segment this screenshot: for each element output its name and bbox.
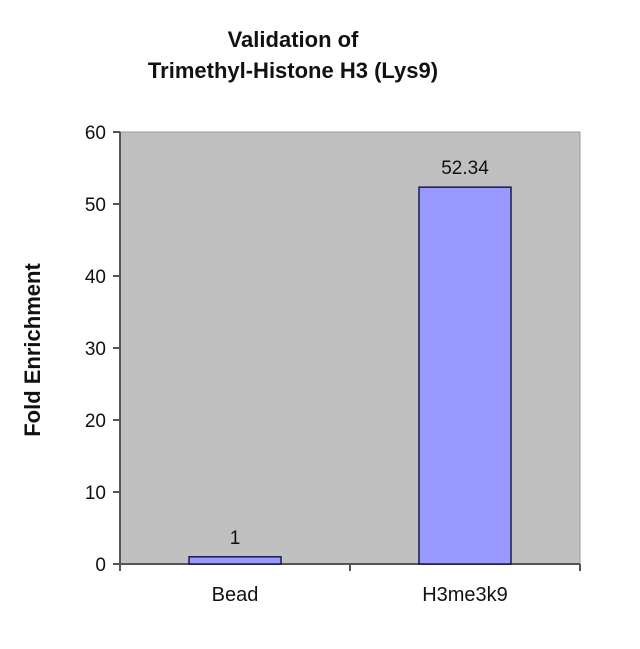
y-axis: 0 10 20 30 40 50 60 [85,123,121,576]
data-label-bead: 1 [230,528,241,549]
y-tick-label: 60 [85,123,106,144]
y-tick-label: 20 [85,411,106,432]
chart-title-line-1: Validation of [228,27,359,52]
y-tick-label: 50 [85,195,106,216]
y-axis-label: Fold Enrichment [20,263,45,437]
chart-title-line-2: Trimethyl-Histone H3 (Lys9) [148,58,438,83]
y-tick-label: 0 [95,555,106,576]
x-tick-label-bead: Bead [212,584,259,606]
x-axis: Bead H3me3k9 [119,563,581,606]
bars [188,186,512,565]
x-tick-label-h3me3k9: H3me3k9 [422,584,508,606]
bar-h3me3k9 [418,186,512,565]
data-labels: 152.34 [230,158,489,549]
y-tick-label: 30 [85,339,106,360]
bar-bead [188,556,282,565]
y-tick-label: 10 [85,483,106,504]
y-tick-label: 40 [85,267,106,288]
data-label-h3me3k9: 52.34 [441,158,489,179]
